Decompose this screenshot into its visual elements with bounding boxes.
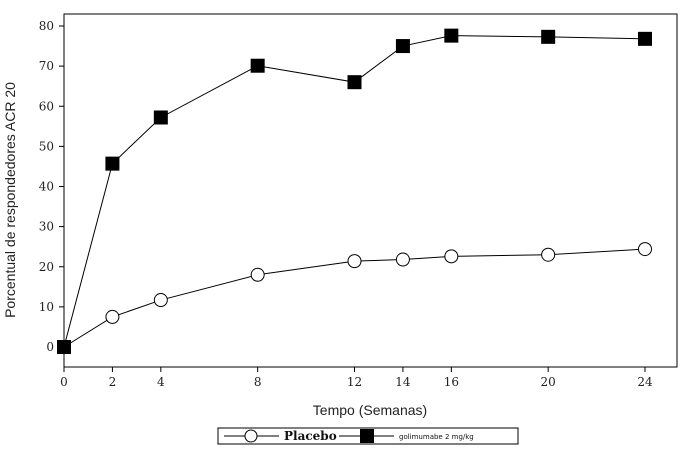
y-tick-label-1: 10 — [39, 300, 54, 314]
y-tick-label-7: 70 — [39, 59, 54, 73]
x-tick-label-1: 2 — [109, 375, 117, 389]
series-1-point-2 — [153, 110, 168, 125]
x-tick-label-8: 24 — [637, 375, 653, 389]
x-tick-label-5: 14 — [395, 375, 411, 389]
series-1-point-6 — [444, 28, 459, 43]
series-layer — [57, 28, 652, 354]
legend-label-golimumabe: golimumabe 2 mg/kg — [399, 433, 474, 441]
series-0-point-4 — [347, 254, 362, 269]
plot-frame — [63, 13, 678, 368]
legend-marker-placebo — [244, 429, 258, 443]
y-axis-title: Porcentual de respondedores ACR 20 — [2, 82, 18, 318]
series-1-point-3 — [250, 58, 265, 73]
series-0-point-7 — [541, 247, 556, 262]
series-0-point-8 — [638, 242, 652, 257]
series-0-point-3 — [250, 267, 265, 282]
series-0-point-5 — [395, 252, 410, 267]
x-tick-label-0: 0 — [60, 375, 68, 389]
x-tick-label-6: 16 — [444, 375, 459, 389]
y-tick-label-4: 40 — [39, 180, 54, 194]
y-tick-label-3: 30 — [39, 220, 54, 234]
legend-marker-golimumabe — [360, 429, 374, 443]
series-0-point-2 — [153, 293, 168, 308]
x-tick-label-3: 8 — [254, 375, 262, 389]
y-tick-label-5: 50 — [39, 139, 54, 153]
series-1-point-7 — [541, 29, 556, 44]
y-tick-label-8: 80 — [39, 19, 54, 33]
legend: Placebo golimumabe 2 mg/kg — [217, 427, 519, 445]
series-1-point-1 — [105, 156, 120, 171]
legend-label-placebo: Placebo — [284, 429, 337, 443]
series-1-point-8 — [638, 31, 652, 46]
series-0-point-6 — [444, 249, 459, 264]
x-axis-title: Tempo (Semanas) — [313, 402, 427, 418]
series-1-point-4 — [347, 75, 362, 90]
y-tick-label-0: 0 — [46, 340, 54, 354]
x-tick-label-4: 12 — [347, 375, 362, 389]
x-tick-label-7: 20 — [541, 375, 556, 389]
y-tick-label-2: 20 — [39, 260, 54, 274]
series-1-point-0 — [57, 340, 71, 354]
x-tick-label-2: 4 — [157, 375, 165, 389]
series-1-point-5 — [395, 39, 410, 54]
y-tick-label-6: 60 — [39, 99, 54, 113]
series-0-point-1 — [105, 309, 120, 324]
